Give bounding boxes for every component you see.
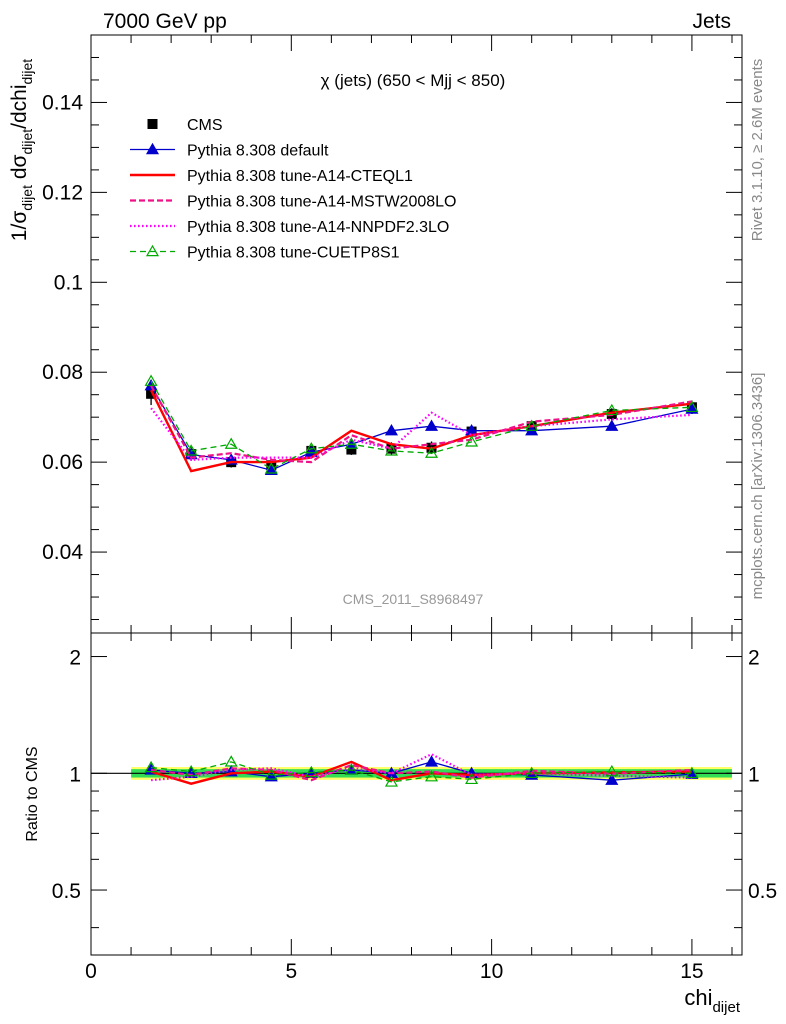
ratio-ticks: 0.5 0.5 1 1 2 2 0 5 10 15 (52, 647, 777, 983)
main-ticks: 0.04 0.06 0.08 0.1 0.12 0.14 (42, 34, 742, 955)
watermark-label: CMS_2011_S8968497 (343, 591, 484, 607)
header-left-label: 7000 GeV pp (103, 10, 227, 33)
default-marker (605, 773, 619, 785)
ratio-y-tick-label: 0.5 (52, 880, 81, 903)
cuetp8s1-marker (384, 775, 398, 787)
y-tick-label: 0.06 (42, 451, 83, 474)
main-ylabel: 1/σdijet dσdijet/dchidijet (8, 59, 35, 241)
ratio-series (144, 752, 699, 787)
legend-item-cteql1: Pythia 8.308 tune-A14-CTEQL1 (130, 168, 413, 185)
ratio-panel: 0.5 0.5 1 1 2 2 0 5 10 15 Ratio to CMS chidijet (24, 632, 777, 1016)
main-panel: 0.04 0.06 0.08 0.1 0.12 0.14 χ (jets) (650 < … (8, 34, 743, 955)
cuetp8s1-marker (184, 764, 198, 777)
cuetp8s1-marker (264, 462, 278, 474)
cuetp8s1-marker (184, 444, 198, 456)
main-title: χ (jets) (650 < Mjj < 850) (321, 71, 506, 90)
legend-item-default: Pythia 8.308 default (130, 143, 329, 160)
cuetp8s1-marker (685, 400, 699, 413)
default-marker (424, 755, 439, 767)
default-marker (605, 419, 619, 431)
ratio-y-tick-label-right: 0.5 (748, 880, 777, 903)
rivet-version-label: Rivet 3.1.10, ≥ 2.6M events (749, 59, 766, 242)
ratio-xlabel: chidijet (684, 985, 740, 1016)
ratio-ylabel: Ratio to CMS (24, 746, 41, 841)
ratio-frame (90, 632, 743, 956)
cuetp8s1-marker (144, 374, 158, 386)
y-tick-label: 0.04 (42, 541, 83, 564)
legend-cuetp8s1-marker (145, 244, 160, 257)
legend-default-marker (145, 142, 160, 155)
main-series (144, 374, 699, 475)
cuetp8s1-marker (465, 772, 479, 785)
cuetp8s1-marker (424, 769, 439, 782)
y-tick-label: 0.1 (54, 271, 83, 294)
cuetp8s1-marker (605, 403, 619, 416)
cuetp8s1-marker (224, 755, 238, 767)
cuetp8s1-marker (224, 437, 238, 449)
header-right-label: Jets (692, 10, 731, 33)
main-series-mstw (150, 385, 693, 464)
legend-item-cuetp8s1: Pythia 8.308 tune-CUETP8S1 (130, 245, 400, 262)
legend-label: Pythia 8.308 default (187, 143, 329, 160)
main-series-default (144, 378, 699, 475)
cuetp8s1-marker (144, 760, 158, 773)
legend-label: Pythia 8.308 tune-A14-MSTW2008LO (187, 194, 456, 211)
cuetp8s1-marker (304, 765, 318, 778)
legend-cms-marker (147, 119, 158, 129)
legend-label: Pythia 8.308 tune-CUETP8S1 (187, 245, 400, 262)
legend-item-mstw: Pythia 8.308 tune-A14-MSTW2008LO (130, 194, 456, 211)
x-tick-label: 5 (285, 960, 297, 983)
legend-item-nnpdf: Pythia 8.308 tune-A14-NNPDF2.3LO (130, 219, 449, 236)
legend-label: Pythia 8.308 tune-A14-CTEQL1 (187, 168, 413, 185)
legend: CMS Pythia 8.308 default Pythia 8.308 tune… (130, 117, 456, 262)
cuetp8s1-marker (304, 441, 318, 454)
cuetp8s1-marker (525, 766, 539, 779)
cms-point (346, 444, 357, 455)
mcplots-label: mcplots.cern.ch [arXiv:1306.3436] (749, 373, 766, 600)
nnpdf-line (150, 407, 692, 462)
y-tick-label: 0.08 (42, 361, 83, 384)
cuetp8s1-marker (384, 444, 398, 456)
ratio-y-tick-label-right: 2 (748, 647, 760, 670)
default-marker (384, 423, 398, 436)
y-tick-label: 0.14 (42, 91, 83, 114)
cuetp8s1-marker (465, 435, 479, 447)
cuetp8s1-marker (344, 437, 358, 449)
cuetp8s1-marker (685, 766, 699, 779)
x-tick-label: 10 (480, 960, 503, 983)
cuetp8s1-marker (424, 446, 439, 458)
ratio-y-tick-label: 1 (69, 763, 81, 786)
x-tick-label: 0 (85, 960, 97, 983)
default-marker (685, 402, 699, 414)
legend-label: CMS (187, 117, 223, 134)
y-tick-label: 0.12 (42, 181, 83, 204)
main-series-cuetp8s1 (144, 374, 699, 474)
cms-point (146, 388, 157, 399)
legend-label: Pythia 8.308 tune-A14-NNPDF2.3LO (187, 219, 449, 236)
default-marker (264, 769, 278, 782)
ratio-y-tick-label-right: 1 (748, 763, 760, 786)
main-series-nnpdf (150, 407, 692, 462)
mstw-line (150, 385, 693, 464)
cuetp8s1-line (151, 761, 692, 783)
cuetp8s1-marker (344, 763, 358, 775)
cuetp8s1-marker (605, 764, 619, 777)
cuetp8s1-marker (525, 419, 539, 431)
ratio-series-mstw (150, 763, 692, 782)
default-marker (424, 419, 439, 431)
ratio-y-tick-label: 2 (69, 647, 81, 670)
mstw-line (150, 763, 692, 782)
legend-item-cms: CMS (147, 117, 223, 134)
default-marker (264, 463, 278, 475)
cuetp8s1-marker (264, 768, 278, 780)
cuetp8s1-line (150, 380, 692, 470)
x-tick-label: 15 (680, 960, 703, 983)
ratio-series-cuetp8s1 (144, 755, 699, 787)
